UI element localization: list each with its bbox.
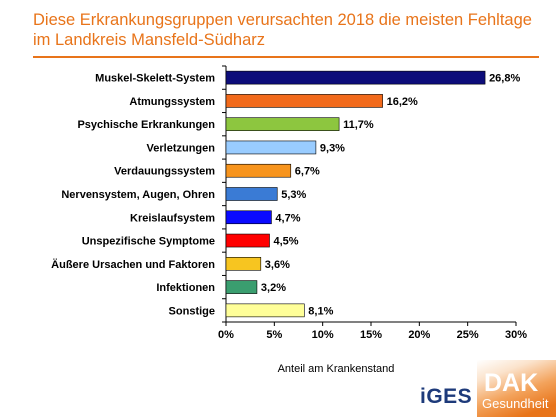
value-label: 11,7% xyxy=(343,119,374,131)
bar xyxy=(225,117,340,131)
x-tick-label: 30% xyxy=(505,329,527,341)
category-label: Atmungssystem xyxy=(129,96,215,108)
chart-title-line-2: im Landkreis Mansfeld-Südharz xyxy=(33,31,266,49)
x-tick-label: 5% xyxy=(266,329,282,341)
dak-logo: DAK xyxy=(484,369,539,397)
bar xyxy=(225,187,278,201)
bar xyxy=(225,163,292,178)
category-label: Kreislaufsystem xyxy=(130,212,215,224)
x-tick-label: 15% xyxy=(360,329,382,341)
category-label: Muskel-Skelett-System xyxy=(95,73,215,85)
category-label: Nervensystem, Augen, Ohren xyxy=(61,189,215,201)
category-label: Verletzungen xyxy=(147,142,216,154)
category-label: Psychische Erkrankungen xyxy=(77,119,215,131)
value-label: 9,3% xyxy=(320,142,345,154)
value-label: 26,8% xyxy=(489,73,520,85)
dak-logo-subtitle: Gesundheit xyxy=(482,396,549,411)
bar xyxy=(225,303,305,318)
chart-title-line-1: Diese Erkrankungsgruppen verursachten 20… xyxy=(33,11,532,29)
title-divider xyxy=(33,56,539,58)
category-label: Infektionen xyxy=(156,282,215,294)
bar xyxy=(225,233,270,248)
dak-logo-background xyxy=(477,360,556,417)
value-label: 3,6% xyxy=(265,259,290,271)
value-label: 3,2% xyxy=(261,282,286,294)
bar xyxy=(225,70,486,85)
iges-logo: iGES xyxy=(420,385,472,409)
category-label: Äußere Ursachen und Faktoren xyxy=(51,258,215,271)
value-label: 4,5% xyxy=(274,236,299,248)
bar xyxy=(225,210,272,225)
x-tick-label: 25% xyxy=(457,329,479,341)
bar xyxy=(225,280,258,294)
chart-title: Diese Erkrankungsgruppen verursachten 20… xyxy=(33,10,543,50)
iges-logo-text: iGES xyxy=(420,385,473,408)
bar xyxy=(225,94,383,108)
bar xyxy=(225,140,317,155)
x-tick-label: 0% xyxy=(218,329,234,341)
value-label: 4,7% xyxy=(275,212,300,224)
category-label: Sonstige xyxy=(169,305,215,317)
value-label: 5,3% xyxy=(281,189,306,201)
category-label: Unspezifische Symptome xyxy=(82,236,215,248)
value-label: 8,1% xyxy=(308,305,333,317)
bar xyxy=(225,257,262,271)
category-label: Verdauungssystem xyxy=(114,166,215,178)
x-tick-label: 10% xyxy=(312,329,334,341)
value-label: 6,7% xyxy=(295,166,320,178)
value-label: 16,2% xyxy=(387,96,418,108)
x-tick-label: 20% xyxy=(408,329,430,341)
x-axis-label: Anteil am Krankenstand xyxy=(277,363,395,375)
